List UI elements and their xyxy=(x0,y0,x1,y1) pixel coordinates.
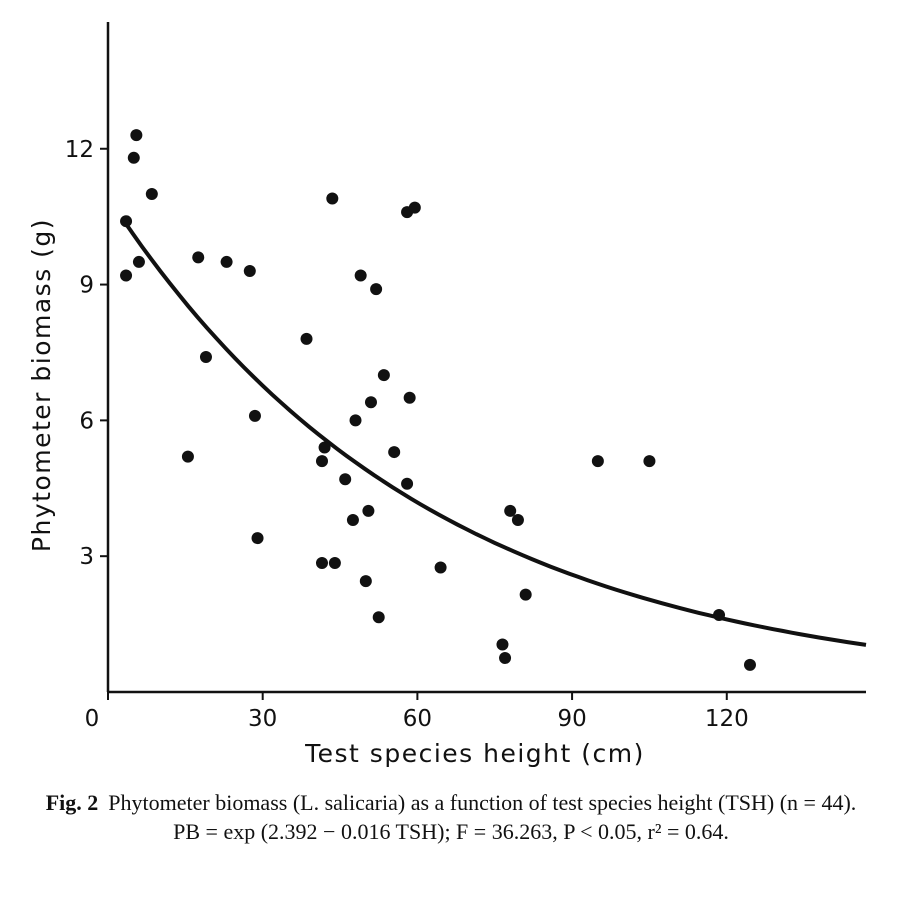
data-point xyxy=(743,658,756,671)
data-point xyxy=(403,391,416,404)
data-point xyxy=(248,409,261,422)
figure-label: Fig. 2 xyxy=(45,790,99,815)
ticks: 0 30 60 90 120 3 6 9 12 xyxy=(65,137,749,732)
data-point xyxy=(504,504,517,517)
data-point xyxy=(145,188,158,201)
x-tick-label: 0 xyxy=(85,706,100,732)
figure-caption: Fig. 2 Phytometer biomass (L. salicaria) … xyxy=(36,788,866,846)
data-point xyxy=(318,441,331,454)
data-point xyxy=(434,561,447,574)
data-point xyxy=(713,609,726,622)
x-tick-label: 120 xyxy=(705,706,749,732)
data-point xyxy=(127,151,140,164)
data-point xyxy=(519,588,532,601)
y-tick-label: 3 xyxy=(79,544,94,570)
data-point xyxy=(388,446,401,459)
data-point xyxy=(120,269,133,282)
data-point xyxy=(181,450,194,463)
data-point xyxy=(362,504,375,517)
data-point xyxy=(499,652,512,665)
data-point xyxy=(372,611,385,624)
x-tick-label: 30 xyxy=(248,706,277,732)
data-point xyxy=(408,201,421,214)
data-points xyxy=(120,129,756,671)
data-point xyxy=(328,556,341,569)
y-tick-label: 6 xyxy=(79,408,94,434)
fit-curve xyxy=(121,219,867,647)
data-point xyxy=(130,129,143,142)
data-point xyxy=(120,215,133,228)
data-point xyxy=(339,473,352,486)
data-point xyxy=(243,264,256,277)
data-point xyxy=(346,513,359,526)
data-point xyxy=(354,269,367,282)
scatter-chart: 0 30 60 90 120 3 6 9 12 Phytometer biomass (g) T… xyxy=(27,22,867,768)
y-tick-label: 9 xyxy=(79,273,94,299)
x-axis-title: Test species height (cm) xyxy=(304,739,645,768)
data-point xyxy=(496,638,509,651)
data-point xyxy=(349,414,362,427)
data-point xyxy=(364,396,377,409)
axes xyxy=(106,22,866,694)
data-point xyxy=(359,575,372,588)
data-point xyxy=(401,477,414,490)
data-point xyxy=(315,455,328,468)
x-tick-label: 60 xyxy=(403,706,432,732)
caption-text: Phytometer biomass (L. salicaria) as a f… xyxy=(108,790,857,844)
data-point xyxy=(643,455,656,468)
x-tick-label: 90 xyxy=(557,706,586,732)
data-point xyxy=(251,532,264,545)
data-point xyxy=(591,455,604,468)
data-point xyxy=(132,255,145,268)
data-point xyxy=(326,192,339,205)
y-axis-title: Phytometer biomass (g) xyxy=(27,218,56,552)
data-point xyxy=(370,283,383,296)
data-point xyxy=(192,251,205,264)
y-tick-label: 12 xyxy=(65,137,94,163)
data-point xyxy=(315,556,328,569)
data-point xyxy=(300,332,313,345)
data-point xyxy=(220,255,233,268)
data-point xyxy=(511,513,524,526)
data-point xyxy=(377,369,390,382)
data-point xyxy=(199,351,212,363)
